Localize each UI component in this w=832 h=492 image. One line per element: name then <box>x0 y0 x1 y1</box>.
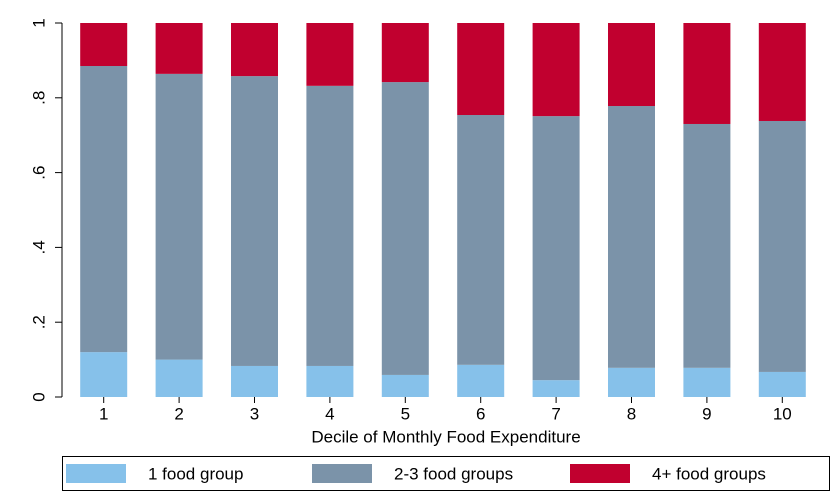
x-tick-label: 3 <box>250 404 259 423</box>
bar-segment <box>155 23 203 74</box>
y-tick-label: 0 <box>29 392 48 401</box>
x-tick-label: 1 <box>99 404 108 423</box>
x-tick-label: 7 <box>551 404 560 423</box>
y-tick-label: .6 <box>29 166 48 180</box>
legend-label: 2-3 food groups <box>394 464 513 483</box>
bar-segment <box>608 367 655 397</box>
legend-swatch <box>66 464 126 483</box>
x-tick-label: 8 <box>627 404 636 423</box>
bar-segment <box>381 374 429 397</box>
bar-segment <box>231 76 278 366</box>
bar-segment <box>306 85 354 366</box>
bar-segment <box>306 365 354 397</box>
y-tick-label: .2 <box>29 315 48 329</box>
y-tick-label: .4 <box>29 240 48 254</box>
y-tick-label: .8 <box>29 91 48 105</box>
bar-segment <box>683 367 731 397</box>
bar-segment <box>683 123 731 368</box>
bar-segment <box>532 23 580 117</box>
legend-swatch <box>312 464 372 483</box>
legend-swatch <box>570 464 630 483</box>
x-tick-label: 10 <box>773 404 792 423</box>
legend-label: 4+ food groups <box>652 464 766 483</box>
bar-segment <box>80 66 128 353</box>
x-axis-title: Decile of Monthly Food Expenditure <box>311 427 580 446</box>
bar-segment <box>758 371 806 397</box>
bar-segment <box>532 380 580 397</box>
bar-segment <box>155 73 203 360</box>
bar-segment <box>758 23 806 121</box>
bar-segment <box>381 23 429 83</box>
legend-label: 1 food group <box>148 464 243 483</box>
bar-segment <box>683 23 731 124</box>
bar-segment <box>457 115 505 365</box>
bar-segment <box>80 23 128 67</box>
x-tick-label: 9 <box>702 404 711 423</box>
bar-segment <box>608 106 655 368</box>
bar-segment <box>457 23 505 116</box>
bar-segment <box>306 23 354 86</box>
legend-box <box>62 456 830 491</box>
bar-segment <box>231 365 278 397</box>
bar-segment <box>155 359 203 397</box>
x-tick-label: 2 <box>174 404 183 423</box>
bar-segment <box>608 23 655 107</box>
x-tick-label: 5 <box>401 404 410 423</box>
bar-segment <box>758 120 806 372</box>
bar-segment <box>457 364 505 397</box>
bar-segment <box>381 82 429 375</box>
x-tick-label: 4 <box>325 404 334 423</box>
bar-segment <box>80 352 128 397</box>
x-tick-label: 6 <box>476 404 485 423</box>
y-tick-label: 1 <box>29 18 48 27</box>
bar-segment <box>532 116 580 381</box>
bar-segment <box>231 23 278 77</box>
